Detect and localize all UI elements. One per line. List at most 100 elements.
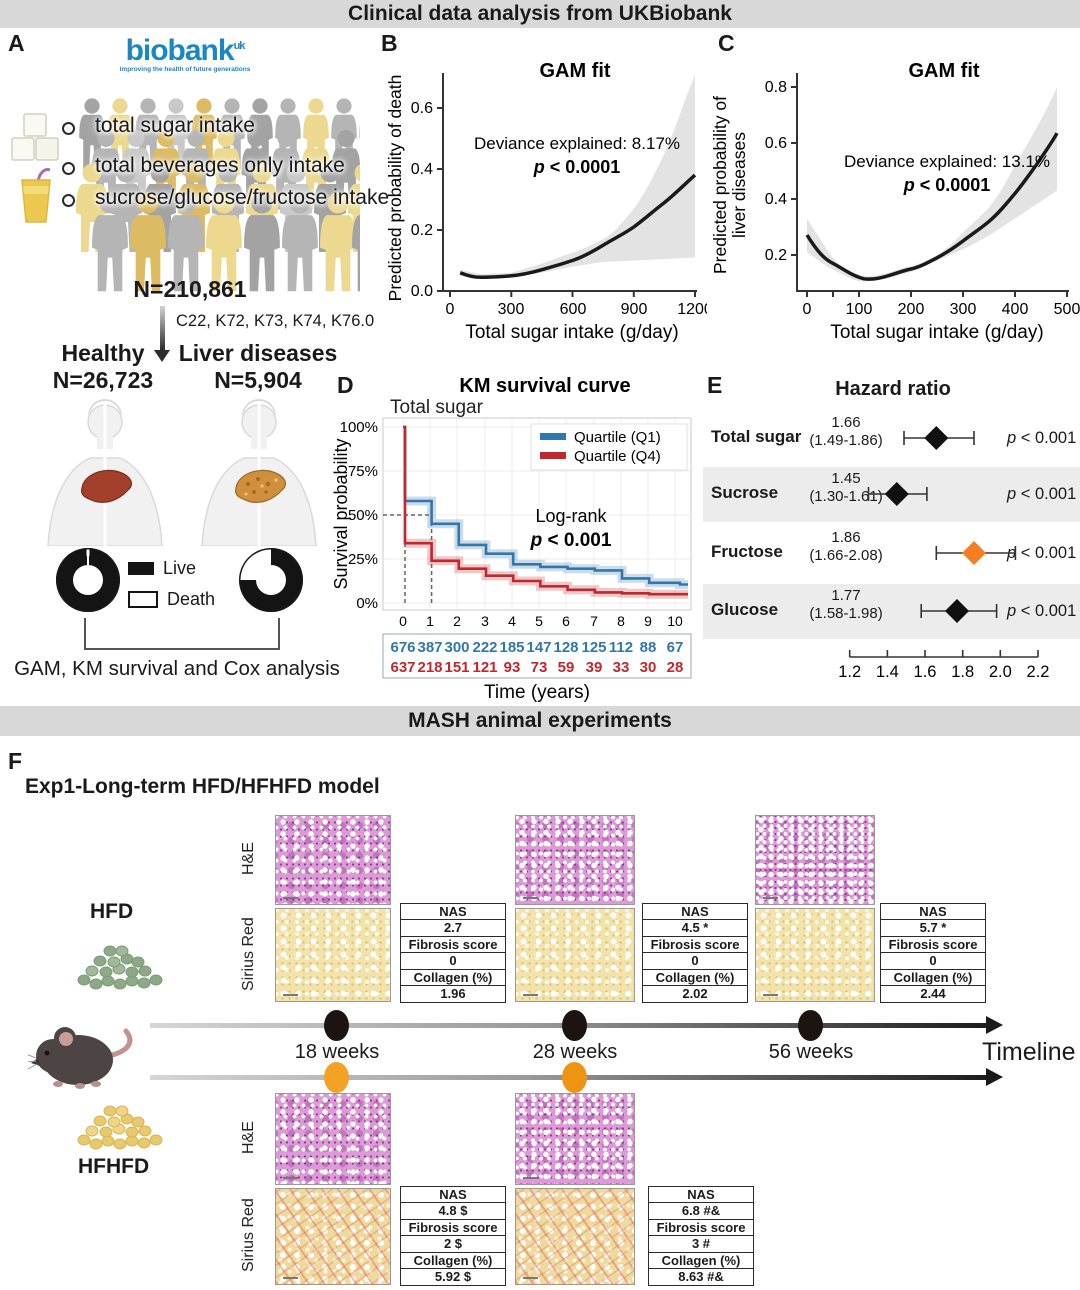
svg-text:125: 125 bbox=[581, 639, 606, 656]
svg-text:0.4: 0.4 bbox=[411, 161, 433, 178]
svg-text:1.4: 1.4 bbox=[876, 663, 899, 681]
clinical-header-band: Clinical data analysis from UKBiobank bbox=[0, 0, 1080, 28]
f-title: Exp1-Long-term HFD/HFHFD model bbox=[25, 775, 380, 798]
liver-diseases-n: N=5,904 bbox=[214, 367, 302, 393]
svg-text:0.8: 0.8 bbox=[765, 79, 787, 96]
timeline-label-18w: 18 weeks bbox=[294, 1041, 380, 1063]
e-row4-name: Glucose bbox=[711, 600, 779, 619]
icd-codes: C22, K72, K73, K74, K76.0 bbox=[176, 312, 375, 330]
he-image-hfhfd-18w bbox=[275, 1093, 391, 1185]
svg-text:900: 900 bbox=[621, 301, 648, 318]
svg-text:30: 30 bbox=[640, 659, 657, 676]
bullet-dot-3 bbox=[62, 194, 75, 207]
he-image-hfd-56w bbox=[755, 815, 875, 905]
svg-text:0.6: 0.6 bbox=[765, 135, 787, 152]
svg-text:2.0: 2.0 bbox=[989, 663, 1012, 681]
score-table-hfd-56w: NAS 5.7 * Fibrosis score 0 Collagen (%) 2.44 bbox=[880, 903, 986, 1004]
svg-text:1.6: 1.6 bbox=[914, 663, 937, 681]
svg-text:2.2: 2.2 bbox=[1027, 663, 1050, 681]
donut-bracket bbox=[84, 618, 280, 650]
timeline-label-56w: 56 weeks bbox=[768, 1041, 854, 1063]
e-row4-value: 1.77 (1.58-1.98) bbox=[809, 587, 883, 622]
score-table-hfhfd-28w: NAS 6.8 #& Fibrosis score 3 # Collagen (%) 8.… bbox=[648, 1186, 754, 1287]
b-pvalue: p < 0.0001 bbox=[533, 157, 621, 177]
svg-text:93: 93 bbox=[504, 659, 521, 676]
e-row2-value: 1.45 (1.30-1.61) bbox=[809, 470, 883, 505]
svg-text:300: 300 bbox=[498, 301, 525, 318]
sirius-image-hfd-18w bbox=[275, 908, 391, 1002]
animal-header-band: MASH animal experiments bbox=[0, 706, 1080, 736]
biobank-tagline: improving the health of future generatio… bbox=[119, 66, 251, 73]
panel-a-label: A bbox=[8, 30, 25, 56]
svg-text:9: 9 bbox=[644, 613, 652, 629]
svg-text:88: 88 bbox=[640, 639, 657, 656]
score-table-hfd-28w: NAS 4.5 * Fibrosis score 0 Collagen (%) 2.02 bbox=[642, 903, 748, 1004]
e-row2-name: Sucrose bbox=[711, 483, 779, 502]
b-gam-curve bbox=[459, 173, 697, 280]
svg-text:185: 185 bbox=[499, 639, 524, 656]
svg-text:1: 1 bbox=[426, 613, 434, 629]
e-forest-graphics: 1.2 1.4 1.6 1.8 2.0 2.2 bbox=[838, 426, 1050, 681]
sirius-image-hfd-28w bbox=[515, 908, 635, 1002]
d-logrank-label: Log-rank bbox=[535, 506, 607, 526]
c-title: GAM fit bbox=[908, 60, 979, 82]
b-xlabel: Total sugar intake (g/day) bbox=[465, 322, 678, 343]
bullet-item-2: total beverages only intake bbox=[95, 154, 345, 177]
e-row4-pvalue: p < 0.001 bbox=[1007, 602, 1077, 620]
d-risk-row-q1: 676 387 300 222 185 147 128 125 112 88 67 bbox=[390, 639, 683, 656]
liver-diseases-title: Liver diseases bbox=[178, 340, 338, 366]
svg-text:600: 600 bbox=[560, 301, 587, 318]
b-title: GAM fit bbox=[539, 60, 610, 82]
svg-text:73: 73 bbox=[531, 659, 548, 676]
svg-text:0.4: 0.4 bbox=[765, 191, 787, 208]
c-ylabel-line2: liver diseases bbox=[729, 132, 749, 238]
svg-text:4: 4 bbox=[508, 613, 516, 629]
he-image-hfhfd-28w bbox=[515, 1093, 635, 1185]
svg-text:0: 0 bbox=[803, 301, 812, 318]
svg-text:67: 67 bbox=[667, 639, 684, 656]
panel-b-label: B bbox=[381, 30, 398, 56]
svg-text:25%: 25% bbox=[348, 551, 378, 568]
d-legend-q1-swatch bbox=[540, 433, 566, 440]
svg-text:28: 28 bbox=[667, 659, 684, 676]
b-ticks bbox=[437, 107, 696, 297]
svg-text:59: 59 bbox=[558, 659, 575, 676]
svg-text:387: 387 bbox=[417, 639, 442, 656]
svg-text:0: 0 bbox=[399, 613, 407, 629]
d-title: KM survival curve bbox=[459, 375, 630, 397]
svg-text:6: 6 bbox=[562, 613, 570, 629]
d-q4-curve bbox=[403, 425, 688, 596]
svg-text:5: 5 bbox=[535, 613, 543, 629]
svg-text:1.8: 1.8 bbox=[951, 663, 974, 681]
c-xtick-labels: 0 100 200 300 400 500 bbox=[803, 301, 1080, 318]
sirius-image-hfhfd-18w bbox=[275, 1188, 391, 1285]
d-legend-q4-swatch bbox=[540, 452, 566, 459]
svg-text:200: 200 bbox=[898, 301, 925, 318]
km-survival-chart: KM survival curve Total sugar Survival p… bbox=[333, 375, 692, 703]
gam-liver-chart: Predicted probability of liver diseases … bbox=[712, 60, 1080, 343]
bullet-item-3: sucrose/glucose/fructose intake bbox=[95, 186, 390, 209]
e-diamond-total-sugar bbox=[924, 426, 949, 450]
legend-live-swatch bbox=[128, 562, 154, 575]
d-q1-curve bbox=[403, 425, 688, 586]
hfd-sirius-stain-label: Sirius Red bbox=[240, 917, 257, 991]
svg-text:50%: 50% bbox=[348, 507, 378, 524]
svg-text:300: 300 bbox=[950, 301, 977, 318]
svg-text:1.2: 1.2 bbox=[838, 663, 861, 681]
hfhfd-he-stain-label: H&E bbox=[240, 1121, 257, 1155]
svg-text:218: 218 bbox=[417, 659, 442, 676]
e-row1-name: Total sugar bbox=[711, 427, 802, 446]
sirius-image-hfhfd-28w bbox=[515, 1188, 635, 1285]
c-gam-curve bbox=[805, 132, 1059, 281]
c-deviance: Deviance explained: 13.1% bbox=[844, 152, 1050, 171]
hfhfd-pellets-icon bbox=[77, 1105, 163, 1150]
d-ylabel: Survival probability bbox=[333, 438, 351, 589]
e-diamond-sucrose bbox=[884, 482, 909, 506]
hfd-pellets-icon bbox=[77, 945, 163, 990]
healthy-liver bbox=[81, 469, 132, 503]
c-ytick-labels: 0.2 0.4 0.6 0.8 bbox=[765, 79, 787, 264]
svg-text:147: 147 bbox=[526, 639, 551, 656]
svg-text:0.0: 0.0 bbox=[411, 283, 433, 300]
bullet-item-1: total sugar intake bbox=[95, 114, 255, 137]
d-risk-table-box bbox=[382, 633, 692, 679]
